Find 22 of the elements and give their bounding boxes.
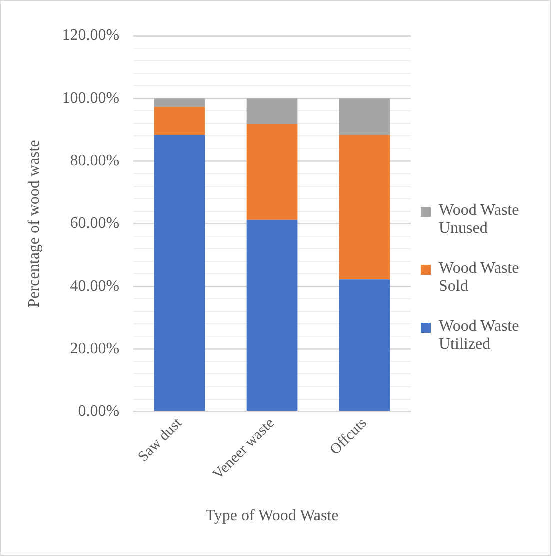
bar [339,98,390,136]
legend-label: Wood Waste Utilized [439,318,520,354]
y-tick-label: 60.00% [70,215,120,232]
legend-label: Wood Waste Unused [439,202,520,238]
y-tick-label: 120.00% [62,27,120,44]
bar [246,220,298,412]
legend-label: Wood Waste Sold [439,260,520,296]
bar [246,124,298,220]
y-tick-label: 80.00% [70,152,120,170]
bar [246,98,298,124]
y-tick-label: 0.00% [78,403,120,420]
bar [154,98,206,108]
y-tick-label: 20.00% [70,340,120,358]
bar [339,280,390,412]
bar [339,135,390,280]
x-axis-title: Type of Wood Waste [206,508,339,525]
bar [154,107,206,136]
y-tick-label: 100.00% [62,90,120,107]
y-tick-label: 40.00% [70,278,120,295]
x-tick-label: Saw dust [135,414,186,466]
bar [154,135,206,412]
y-axis-title: Percentage of wood waste [26,140,43,308]
